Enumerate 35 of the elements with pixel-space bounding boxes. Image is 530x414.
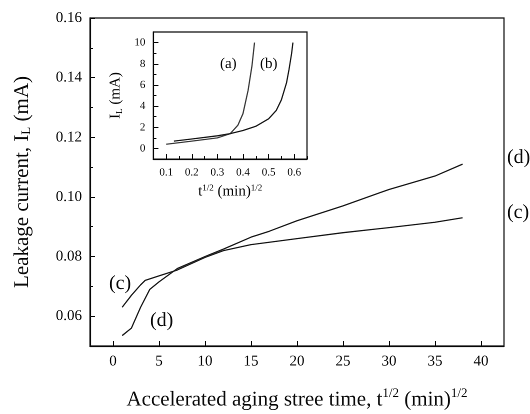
text: (d)	[507, 146, 530, 168]
y-axis-title: IL (mA)	[108, 72, 124, 119]
x-tick-label: 0.5	[262, 166, 276, 179]
x-tick-label: 0	[109, 354, 117, 370]
y-tick-label: 0.16	[56, 10, 82, 26]
x-tick-label: 30	[382, 354, 396, 370]
y-tick-label: 0	[140, 142, 146, 155]
x-tick-label: 40	[474, 354, 488, 370]
y-tick-label: 0.08	[56, 248, 82, 265]
y-tick-label: 6	[140, 78, 146, 91]
x-tick-label: 0.6	[287, 166, 302, 179]
y-axis-title: Leakage current, IL (mA)	[9, 76, 33, 288]
text: (c)	[507, 201, 530, 223]
annotation: (d)	[150, 309, 174, 331]
x-tick-label: 0.4	[236, 166, 250, 179]
x-tick-label: 25	[336, 354, 350, 370]
y-tick-label: 4	[140, 100, 146, 112]
x-tick-label: 10	[198, 354, 212, 370]
x-tick-label: 20	[290, 354, 304, 370]
x-tick-label: 15	[244, 354, 258, 370]
y-tick-label: 0.14	[56, 70, 82, 86]
x-tick-label: 0.2	[184, 166, 199, 179]
y-tick-label: 0.06	[56, 308, 82, 324]
annotation: (b)	[260, 56, 278, 72]
x-tick-label: 0.1	[159, 166, 174, 179]
annotation: (c)	[109, 272, 132, 294]
y-tick-label: 8	[140, 58, 146, 70]
x-tick-label: 0.3	[210, 166, 225, 179]
y-tick-label: 10	[134, 36, 146, 49]
y-tick-label: 2	[140, 121, 146, 134]
x-tick-label: 35	[428, 354, 442, 370]
x-tick-label: 5	[155, 354, 163, 370]
y-tick-label: 0.10	[56, 188, 82, 205]
y-tick-label: 0.12	[56, 129, 82, 146]
annotation: (a)	[220, 56, 237, 72]
